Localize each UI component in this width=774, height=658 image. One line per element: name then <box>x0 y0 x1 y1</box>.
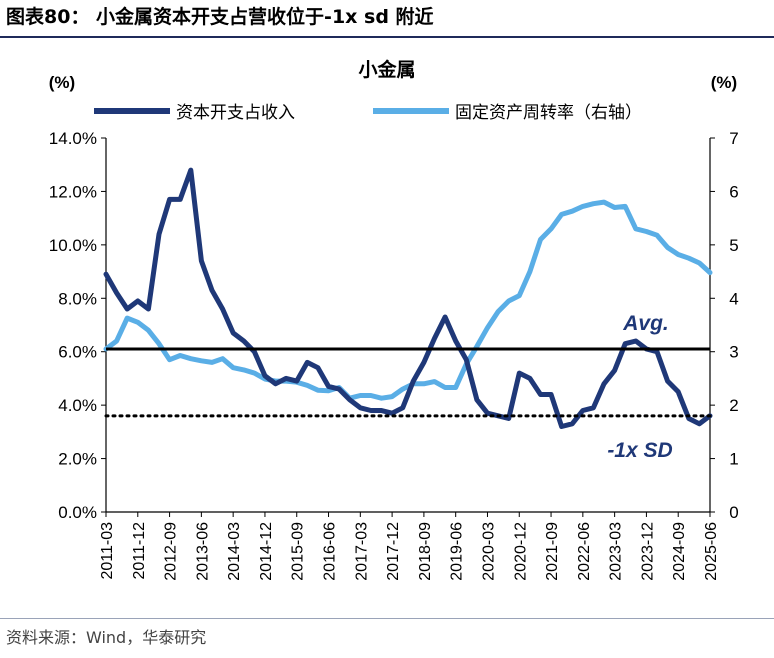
source-rule <box>0 618 774 619</box>
x-tick-label: 2014-03 <box>226 522 243 581</box>
x-tick-label: 2013-06 <box>194 522 211 581</box>
x-tick-label: 2017-12 <box>385 522 402 581</box>
right-tick-label: 2 <box>729 396 738 415</box>
figure-title: 图表80： 小金属资本开支占营收位于-1x sd 附近 <box>6 6 434 28</box>
right-tick-label: 3 <box>729 343 738 362</box>
x-tick-label: 2018-09 <box>417 522 434 581</box>
series-layer <box>103 167 713 429</box>
left-tick-label: 8.0% <box>58 289 97 308</box>
left-tick-label: 4.0% <box>58 396 97 415</box>
left-tick-label: 2.0% <box>58 450 97 469</box>
right-tick-label: 6 <box>729 182 738 201</box>
x-tick-label: 2022-06 <box>576 522 593 581</box>
x-tick-label: 2019-06 <box>449 522 466 581</box>
left-tick-label: 10.0% <box>49 236 97 255</box>
left-tick-label: 0.0% <box>58 503 97 522</box>
left-tick-label: 14.0% <box>49 129 97 148</box>
right-tick-label: 0 <box>729 503 738 522</box>
x-tick-label: 2017-03 <box>353 522 370 581</box>
x-tick-label: 2023-12 <box>639 522 656 581</box>
legend-label-turnover: 固定资产周转率（右轴） <box>455 103 642 122</box>
x-tick-label: 2011-12 <box>131 522 148 580</box>
chart: 小金属 (%) (%) 资本开支占收入 固定资产周转率（右轴） 0.0% 2.0%… <box>49 58 739 581</box>
right-tick-label: 1 <box>729 450 738 469</box>
x-tick-label: 2016-06 <box>322 522 339 581</box>
x-tick-label: 2020-03 <box>480 522 497 581</box>
legend-label-capex: 资本开支占收入 <box>176 103 295 122</box>
right-tick-label: 7 <box>729 129 738 148</box>
average-label: Avg. <box>622 312 669 335</box>
turnover-line <box>103 199 713 401</box>
axes: 0.0% 2.0% 4.0% 6.0% 8.0% 10.0% 12.0% 14.0% 0 1 2 3 4… <box>49 129 739 581</box>
x-tick-label: 2015-09 <box>290 522 307 581</box>
capex-ratio-line <box>103 167 713 429</box>
x-tick-label: 2020-12 <box>512 522 529 581</box>
x-tick-label: 2012-09 <box>163 522 180 581</box>
left-tick-label: 6.0% <box>58 343 97 362</box>
right-axis-unit: (%) <box>711 73 737 92</box>
x-tick-label: 2011-03 <box>99 522 116 580</box>
chart-title: 小金属 <box>358 58 415 81</box>
x-tick-label: 2021-09 <box>544 522 561 581</box>
left-tick-label: 12.0% <box>49 182 97 201</box>
source-note: 资料来源：Wind，华泰研究 <box>6 628 207 647</box>
x-tick-label: 2024-09 <box>671 522 688 581</box>
left-axis-unit: (%) <box>49 73 75 92</box>
title-rule <box>0 36 774 38</box>
minus-sd-label: -1x SD <box>607 439 672 462</box>
reference-lines: Avg. -1x SD <box>104 312 712 462</box>
x-tick-label: 2023-03 <box>608 522 625 581</box>
x-tick-label: 2025-06 <box>703 522 720 581</box>
right-tick-label: 4 <box>729 289 738 308</box>
right-tick-label: 5 <box>729 236 738 255</box>
x-tick-label: 2014-12 <box>258 522 275 581</box>
